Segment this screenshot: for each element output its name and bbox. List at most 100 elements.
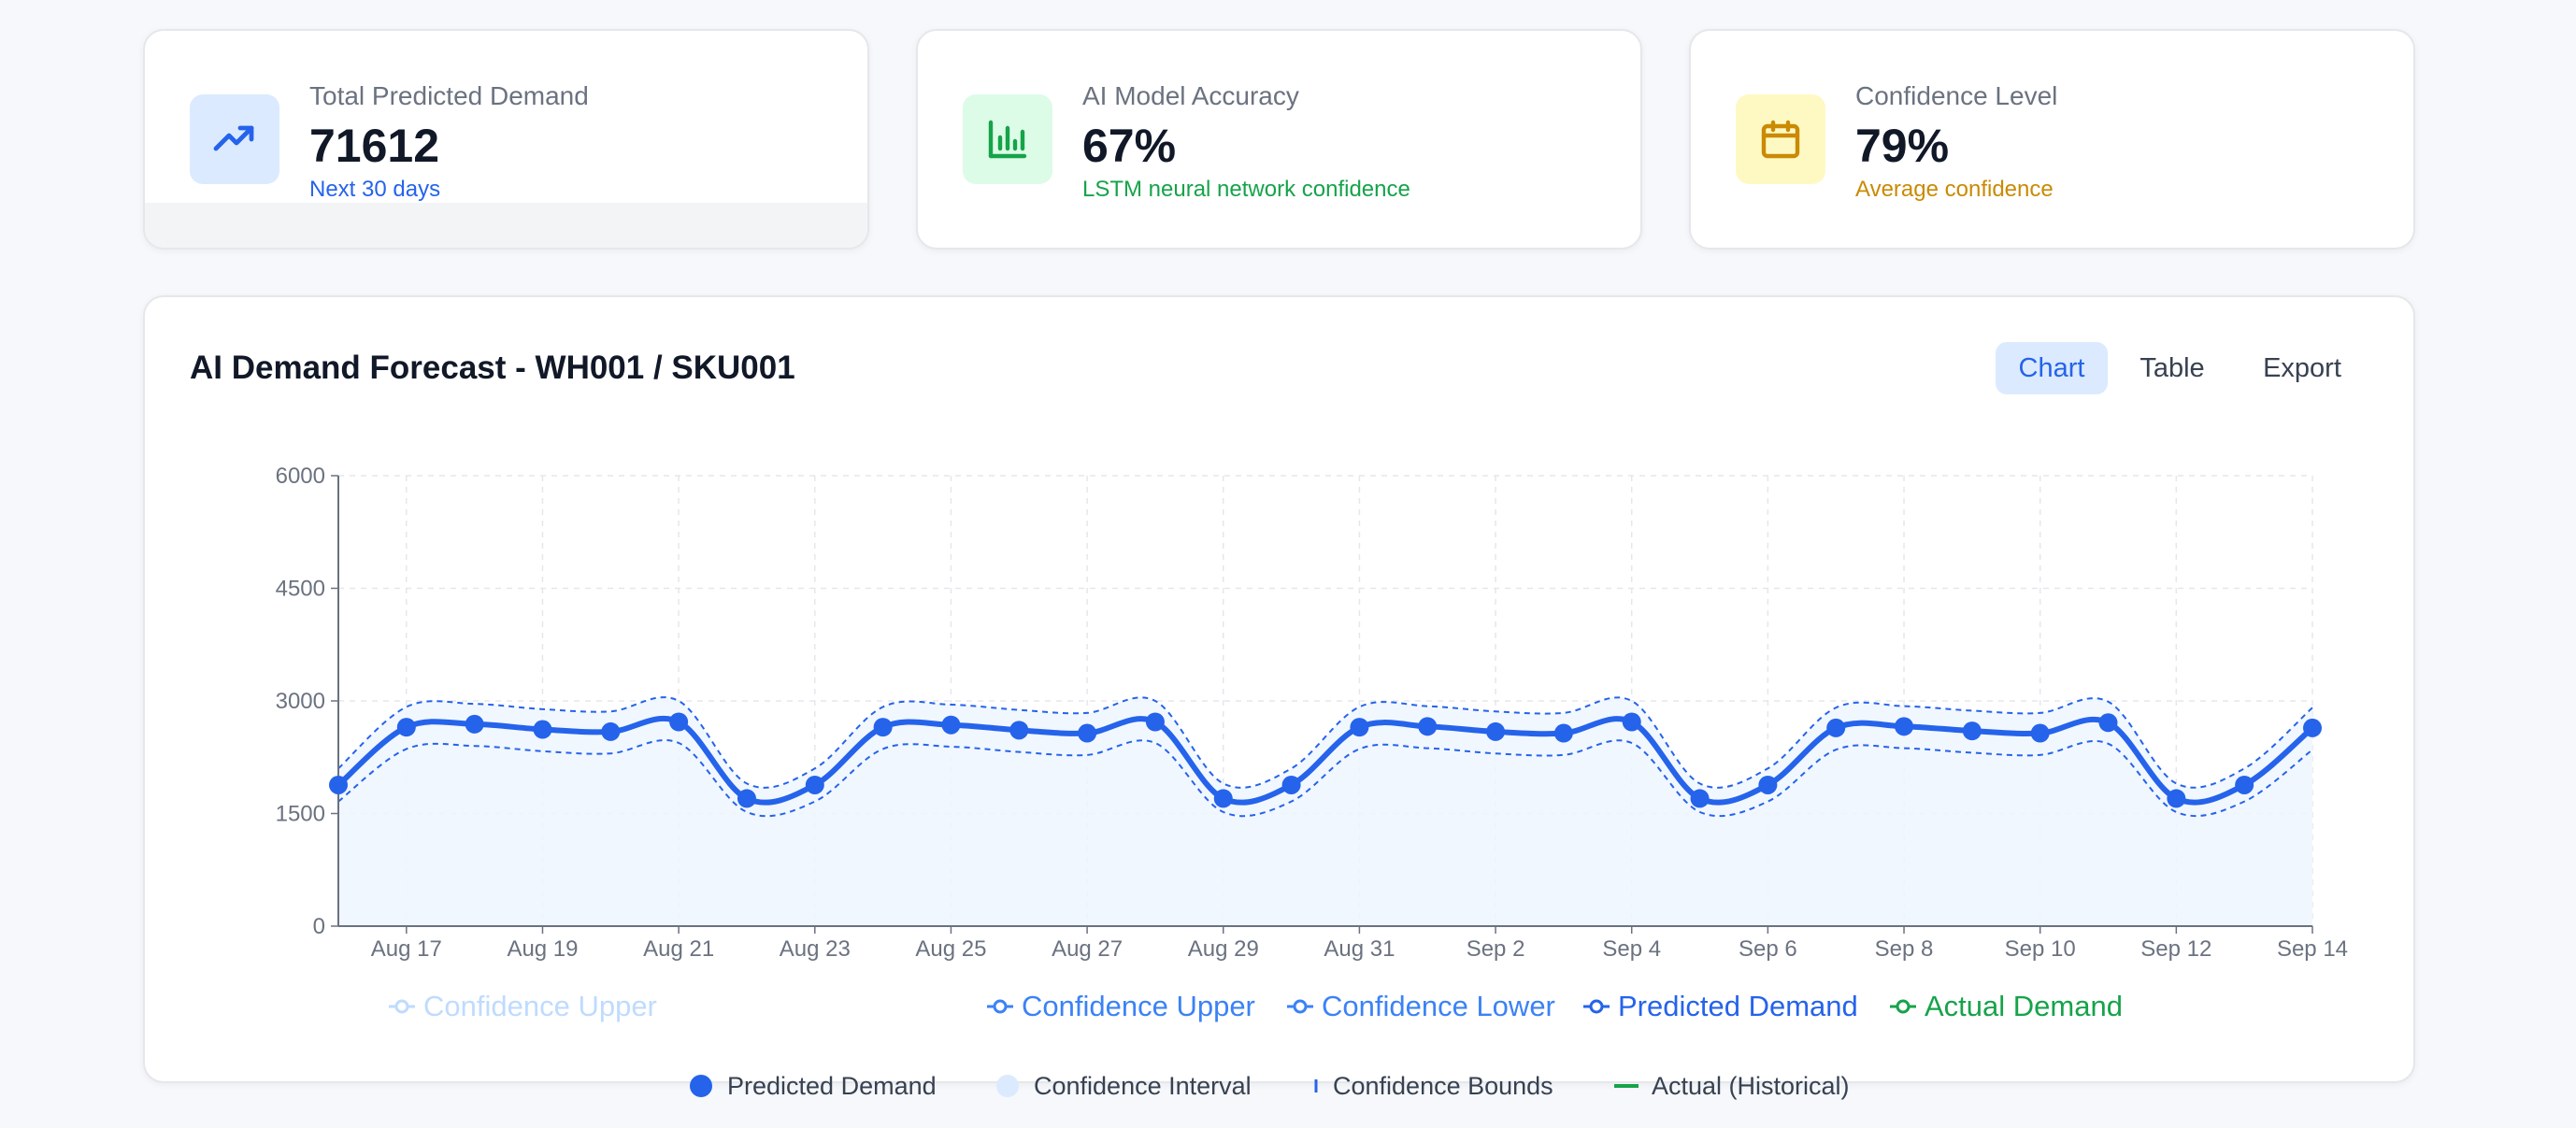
stat-label: AI Model Accuracy <box>1082 81 1299 110</box>
legend-marker-icon <box>1293 999 1308 1014</box>
legend-item[interactable]: Predicted Demand <box>1583 990 1858 1022</box>
stat-subtext: Average confidence <box>1855 177 2054 202</box>
x-tick-label: Aug 31 <box>1324 936 1395 962</box>
predicted-demand-point[interactable] <box>1213 789 1233 808</box>
legend-item[interactable]: Confidence Upper <box>987 990 1255 1022</box>
predicted-demand-point[interactable] <box>1826 718 1846 737</box>
x-tick-label: Aug 29 <box>1188 936 1259 962</box>
stat-card-total-demand: Total Predicted Demand 71612 Next 30 day… <box>143 29 869 250</box>
predicted-demand-point[interactable] <box>805 775 824 794</box>
x-tick-label: Aug 23 <box>780 936 851 962</box>
legend-marker-icon <box>993 999 1008 1014</box>
forecast-card: AI Demand Forecast - WH001 / SKU001 Char… <box>143 295 2415 1083</box>
predicted-demand-point[interactable] <box>1078 723 1097 743</box>
confidence-interval-area <box>338 697 2312 926</box>
y-tick-label: 4500 <box>276 577 325 602</box>
stat-card-footer <box>145 203 867 248</box>
forecast-title: AI Demand Forecast - WH001 / SKU001 <box>190 350 795 386</box>
x-tick-label: Aug 27 <box>1052 936 1123 962</box>
legend-dot-icon <box>996 1075 1019 1097</box>
predicted-demand-point[interactable] <box>2098 713 2118 733</box>
y-tick-label: 6000 <box>276 464 325 489</box>
legend-label: Actual Demand <box>1925 990 2123 1022</box>
chart-view-button[interactable]: Chart <box>1996 342 2108 394</box>
predicted-demand-point[interactable] <box>2235 775 2254 794</box>
y-tick-label: 3000 <box>276 689 325 714</box>
table-view-button[interactable]: Table <box>2140 352 2205 383</box>
legend-item[interactable]: Confidence Lower <box>1287 990 1555 1022</box>
trending-up-icon <box>190 94 279 184</box>
x-tick-label: Sep 14 <box>2277 936 2348 962</box>
legend-bottom-item: Confidence Interval <box>996 1072 1252 1100</box>
x-tick-label: Sep 6 <box>1739 936 1797 962</box>
predicted-demand-point[interactable] <box>1690 789 1710 808</box>
x-tick-label: Sep 12 <box>2140 936 2211 962</box>
predicted-demand-point[interactable] <box>2167 789 2186 808</box>
legend-label: Predicted Demand <box>1618 990 1858 1022</box>
legend-bottom-label: Predicted Demand <box>727 1072 937 1100</box>
legend-bottom-item: Actual (Historical) <box>1614 1072 1850 1100</box>
legend-bottom-label: Confidence Interval <box>1034 1072 1252 1100</box>
stat-value: 79% <box>1855 120 1950 172</box>
predicted-demand-point[interactable] <box>2303 718 2322 737</box>
predicted-demand-point[interactable] <box>1418 717 1438 736</box>
legend-bottom-item: Confidence Bounds <box>1314 1072 1553 1100</box>
predicted-demand-point[interactable] <box>329 775 348 794</box>
bar-chart-icon <box>963 94 1052 184</box>
predicted-demand-point[interactable] <box>737 789 756 808</box>
chart-axes: 0 1500 3000 4500 6000 Aug 17 Aug 19 Aug 21 Aug 2… <box>276 464 2348 962</box>
stat-subtext: LSTM neural network confidence <box>1082 177 1410 202</box>
stat-card-model-accuracy: AI Model Accuracy 67% LSTM neural networ… <box>916 29 1642 250</box>
confidence-lower-line <box>337 739 2313 818</box>
predicted-demand-point[interactable] <box>941 715 961 735</box>
stat-label: Total Predicted Demand <box>309 81 589 110</box>
x-tick-label: Aug 17 <box>371 936 442 962</box>
legend-bottom-item: Predicted Demand <box>690 1072 937 1100</box>
legend-marker-icon <box>1589 999 1604 1014</box>
predicted-demand-point[interactable] <box>1486 721 1506 741</box>
legend-item[interactable]: Confidence Upper <box>389 990 657 1022</box>
predicted-demand-point[interactable] <box>1350 718 1369 737</box>
x-tick-label: Aug 25 <box>915 936 986 962</box>
chart-points <box>329 712 2322 808</box>
stat-value: 71612 <box>309 120 440 172</box>
predicted-demand-point[interactable] <box>1145 712 1165 732</box>
legend-label: Confidence Upper <box>423 990 657 1022</box>
stat-card-confidence-level: Confidence Level 79% Average confidence <box>1689 29 2415 250</box>
x-tick-label: Aug 19 <box>507 936 578 962</box>
legend-label: Confidence Lower <box>1322 990 1555 1022</box>
predicted-demand-point[interactable] <box>2030 723 2050 743</box>
predicted-demand-point[interactable] <box>1281 775 1301 794</box>
predicted-demand-point[interactable] <box>873 718 893 737</box>
legend-item[interactable]: Actual Demand <box>1890 990 2123 1022</box>
stat-subtext: Next 30 days <box>309 177 441 202</box>
legend-marker-icon <box>1896 999 1911 1014</box>
legend-dot-icon <box>690 1075 712 1097</box>
x-tick-label: Sep 10 <box>2005 936 2076 962</box>
predicted-demand-point[interactable] <box>1758 775 1778 794</box>
predicted-demand-point[interactable] <box>601 721 621 741</box>
y-tick-label: 1500 <box>276 802 325 827</box>
predicted-demand-point[interactable] <box>669 712 689 732</box>
legend-bottom-label: Actual (Historical) <box>1652 1072 1850 1100</box>
x-tick-label: Aug 21 <box>643 936 714 962</box>
legend-bottom-label: Confidence Bounds <box>1333 1072 1553 1100</box>
predicted-demand-point[interactable] <box>1622 712 1641 732</box>
predicted-demand-point[interactable] <box>1962 721 1982 741</box>
y-tick-label: 0 <box>313 914 325 939</box>
predicted-demand-point[interactable] <box>396 718 416 737</box>
stat-label: Confidence Level <box>1855 81 2058 110</box>
x-tick-label: Sep 8 <box>1875 936 1934 962</box>
x-tick-label: Sep 4 <box>1602 936 1661 962</box>
export-button[interactable]: Export <box>2263 352 2341 383</box>
predicted-demand-point[interactable] <box>1895 717 1914 736</box>
stat-value: 67% <box>1082 120 1177 172</box>
chart-legend[interactable]: Confidence Upper Confidence Upper Confiden… <box>389 990 2123 1100</box>
predicted-demand-point[interactable] <box>1009 721 1029 740</box>
predicted-demand-point[interactable] <box>465 714 484 734</box>
predicted-demand-point[interactable] <box>533 720 552 739</box>
confidence-upper-line <box>337 696 2313 789</box>
confidence-area <box>338 697 2312 926</box>
predicted-demand-point[interactable] <box>1553 723 1573 743</box>
